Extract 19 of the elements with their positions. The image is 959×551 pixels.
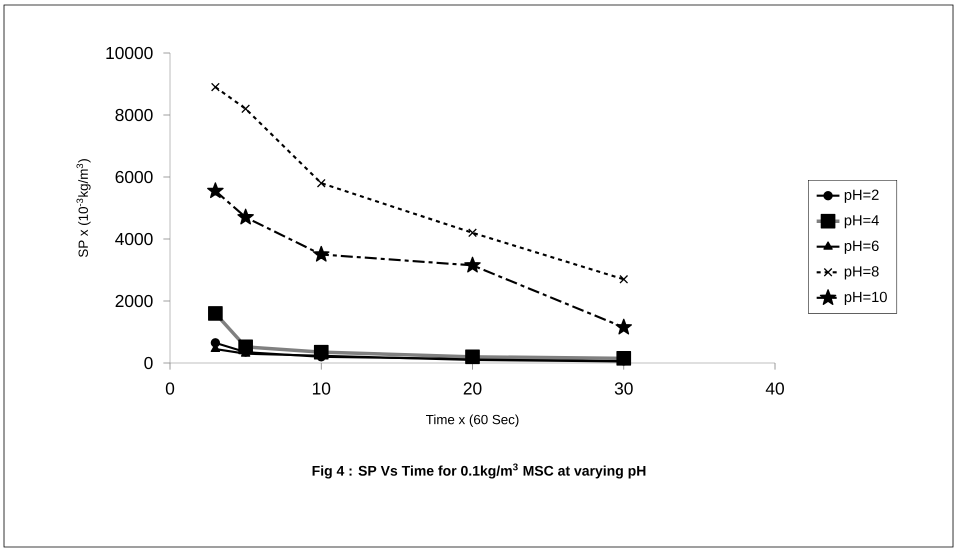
legend-label: pH=6 bbox=[844, 240, 879, 254]
y-tick-label: 4000 bbox=[115, 232, 153, 246]
x-tick-label: 40 bbox=[766, 382, 784, 395]
legend-label: pH=8 bbox=[844, 266, 879, 280]
legend-label: pH=10 bbox=[844, 292, 887, 306]
legend-label: pH=2 bbox=[844, 190, 879, 203]
y-tick-label: 10000 bbox=[106, 46, 153, 60]
x-axis-title: Time x (60 Sec) bbox=[426, 414, 518, 427]
chart-title: Fig 4 : SP Vs Time for 0.1kg/m$^{3}$ MSC at varying pH bbox=[312, 463, 646, 479]
y-tick-label: 8000 bbox=[115, 108, 153, 122]
x-tick-label: 0 bbox=[166, 382, 174, 395]
y-tick-label: 0 bbox=[144, 356, 153, 370]
x-tick-label: 20 bbox=[464, 382, 482, 395]
legend-label: pH=4 bbox=[844, 215, 879, 228]
x-tick-label: 30 bbox=[614, 382, 633, 395]
y-axis-title: SP x (10$^{-3}$kg/m$^{3}$) bbox=[76, 159, 91, 258]
y-tick-label: 6000 bbox=[116, 170, 153, 184]
x-tick-label: 10 bbox=[312, 382, 330, 395]
y-tick-label: 2000 bbox=[116, 294, 153, 308]
